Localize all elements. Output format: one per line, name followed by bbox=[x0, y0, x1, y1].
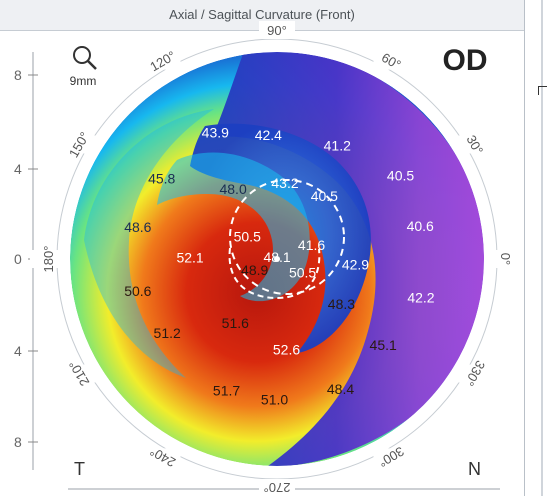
curvature-reading: 43.9 bbox=[202, 124, 229, 140]
angle-label: 270° bbox=[264, 480, 291, 495]
curvature-reading: 42.4 bbox=[255, 127, 282, 143]
angle-label-background bbox=[373, 448, 410, 467]
panel-divider bbox=[541, 0, 543, 496]
angle-label: 90° bbox=[267, 23, 287, 38]
axis-tick-label: 4 bbox=[14, 161, 22, 177]
angle-label-background bbox=[144, 51, 181, 70]
curvature-reading: 45.8 bbox=[148, 170, 175, 186]
angle-label-background bbox=[60, 364, 97, 383]
curvature-reading: 48.9 bbox=[241, 262, 268, 278]
curvature-reading: 41.6 bbox=[298, 237, 325, 253]
curvature-reading: 48.4 bbox=[327, 381, 354, 397]
eye-label: OD bbox=[443, 44, 488, 77]
map-rim bbox=[68, 50, 486, 468]
axis-tick-label: 8 bbox=[14, 434, 22, 450]
vertex-marker bbox=[274, 256, 280, 262]
scale-label: 9mm bbox=[70, 74, 97, 88]
curvature-reading: 40.6 bbox=[407, 218, 434, 234]
curvature-reading: 50.5 bbox=[234, 229, 261, 245]
curvature-reading: 45.1 bbox=[370, 337, 397, 353]
angle-label-background bbox=[60, 135, 97, 154]
angle-label-background bbox=[259, 21, 295, 39]
corner-label-right: N bbox=[468, 459, 481, 479]
curvature-reading: 52.6 bbox=[273, 342, 300, 358]
color-map bbox=[70, 52, 484, 466]
curvature-reading: 48.0 bbox=[219, 181, 246, 197]
curvature-reading: 52.1 bbox=[176, 249, 203, 265]
curvature-reading: 42.9 bbox=[342, 256, 369, 272]
corner-marker bbox=[538, 86, 547, 95]
curvature-reading: 51.2 bbox=[154, 325, 181, 341]
pupil-outline bbox=[229, 179, 345, 295]
angle-label-background bbox=[373, 51, 410, 70]
curvature-reading: 42.2 bbox=[407, 290, 434, 306]
angle-label-background bbox=[259, 479, 295, 496]
angle-label-background bbox=[457, 135, 494, 154]
angle-label-background bbox=[488, 250, 524, 268]
angle-label-background bbox=[30, 250, 66, 268]
window-title: Axial / Sagittal Curvature (Front) bbox=[169, 7, 355, 22]
corner-label-left: T bbox=[74, 459, 85, 479]
curvature-readings: 42.4 41.2 43.9 43.2 40.5 45.8 48.0 40.5 48.6 50.5… bbox=[124, 124, 435, 407]
adjacent-panel-edge bbox=[525, 0, 551, 496]
curvature-reading: 40.5 bbox=[311, 188, 338, 204]
angle-label: 0° bbox=[498, 253, 513, 265]
curvature-reading: 48.6 bbox=[124, 219, 151, 235]
angle-label: 180° bbox=[41, 246, 56, 273]
angle-label-background bbox=[144, 448, 181, 467]
curvature-reading: 48.1 bbox=[263, 249, 290, 265]
curvature-reading: 50.6 bbox=[124, 283, 151, 299]
axis-tick-label: 8 bbox=[14, 67, 22, 83]
curvature-reading: 51.7 bbox=[213, 382, 240, 398]
curvature-reading: 43.2 bbox=[271, 175, 298, 191]
magnifier-icon[interactable] bbox=[73, 46, 97, 70]
axis-tick-label: 4 bbox=[14, 343, 22, 359]
curvature-reading: 40.5 bbox=[387, 168, 414, 184]
axis-tick-label: 0 bbox=[14, 251, 22, 267]
curvature-reading: 48.3 bbox=[328, 296, 355, 312]
curvature-reading: 41.2 bbox=[324, 138, 351, 154]
angle-label-background bbox=[457, 364, 494, 383]
curvature-reading: 51.0 bbox=[261, 392, 288, 408]
curvature-reading: 50.5 bbox=[289, 265, 316, 281]
curvature-reading: 51.6 bbox=[222, 315, 249, 331]
